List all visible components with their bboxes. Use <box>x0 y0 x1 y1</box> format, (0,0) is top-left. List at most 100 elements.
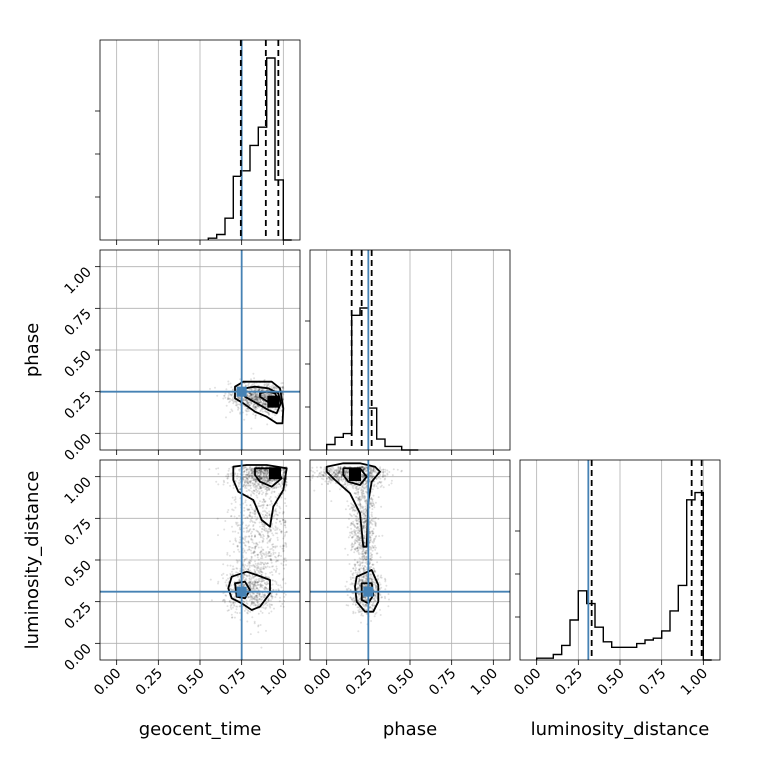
sample-point <box>258 485 261 488</box>
sample-point <box>280 586 283 589</box>
sample-point <box>247 568 250 571</box>
sample-point <box>254 394 257 397</box>
sample-point <box>365 598 367 601</box>
sample-point <box>265 473 268 476</box>
sample-point <box>225 475 228 478</box>
sample-point <box>359 589 362 592</box>
sample-point <box>267 478 270 481</box>
sample-point <box>248 580 251 583</box>
sample-point <box>361 519 364 521</box>
sample-point <box>260 574 263 577</box>
sample-point <box>365 562 368 565</box>
sample-point <box>273 487 276 489</box>
sample-point <box>371 603 374 606</box>
sample-point <box>360 511 363 514</box>
sample-point <box>245 574 248 577</box>
sample-point <box>350 506 353 509</box>
sample-point <box>374 523 377 526</box>
sample-point <box>265 517 268 520</box>
sample-point <box>230 386 233 389</box>
sample-point <box>285 485 288 488</box>
sample-point <box>363 520 365 523</box>
sample-point <box>249 584 251 587</box>
sample-point <box>375 595 378 598</box>
sample-point <box>222 479 225 482</box>
sample-point <box>375 587 378 590</box>
sample-point <box>332 467 335 470</box>
sample-point <box>272 545 275 548</box>
sample-point <box>376 471 379 474</box>
sample-point <box>264 594 266 597</box>
sample-point <box>244 535 247 538</box>
sample-point <box>327 468 330 471</box>
sample-point <box>258 475 261 478</box>
sample-point <box>263 402 265 405</box>
sample-point <box>348 483 351 486</box>
sample-point <box>253 407 256 410</box>
sample-point <box>258 475 261 478</box>
sample-point <box>383 478 386 481</box>
sample-point <box>264 530 267 533</box>
sample-point <box>255 491 258 494</box>
sample-point <box>369 558 372 560</box>
sample-point <box>247 478 250 481</box>
sample-point <box>362 603 365 606</box>
sample-point <box>258 567 261 570</box>
sample-point <box>357 543 360 546</box>
sample-point <box>274 555 276 558</box>
sample-point <box>262 533 265 536</box>
sample-point <box>375 535 378 537</box>
sample-point <box>270 594 273 597</box>
sample-point <box>245 540 248 543</box>
sample-point <box>256 543 258 545</box>
sample-point <box>352 530 355 533</box>
sample-point <box>228 401 231 404</box>
sample-point <box>261 567 264 570</box>
sample-point <box>253 588 256 591</box>
sample-point <box>371 508 374 511</box>
sample-point <box>233 467 236 470</box>
sample-point <box>361 561 364 564</box>
sample-point <box>260 563 263 566</box>
sample-point <box>283 468 286 471</box>
sample-point <box>330 466 333 469</box>
sample-point <box>370 468 373 471</box>
sample-point <box>337 471 339 474</box>
sample-point <box>316 469 319 472</box>
sample-point <box>255 398 257 401</box>
sample-point <box>360 576 363 579</box>
sample-point <box>235 559 238 562</box>
sample-point <box>265 602 268 604</box>
sample-point <box>335 476 338 479</box>
sample-point <box>255 595 258 598</box>
sample-point <box>253 509 255 512</box>
sample-point <box>347 475 350 478</box>
sample-point <box>326 477 328 480</box>
sample-point <box>280 409 283 412</box>
sample-point <box>338 472 341 474</box>
sample-point <box>336 469 339 472</box>
sample-point <box>254 521 257 524</box>
sample-point <box>258 397 261 400</box>
sample-point <box>356 525 359 528</box>
sample-point <box>374 570 377 573</box>
sample-point <box>340 471 343 474</box>
sample-point <box>261 493 264 496</box>
sample-point <box>351 509 354 512</box>
sample-point <box>247 541 250 544</box>
sample-point <box>371 534 373 537</box>
sample-point <box>372 597 375 600</box>
sample-point <box>337 467 340 470</box>
sample-point <box>216 394 219 397</box>
sample-point <box>267 470 270 473</box>
sample-point <box>336 476 338 479</box>
sample-point <box>265 583 268 586</box>
sample-point <box>323 468 326 471</box>
sample-point <box>369 498 372 501</box>
sample-point <box>388 598 390 601</box>
sample-point <box>226 564 229 567</box>
sample-point <box>257 475 260 478</box>
sample-point <box>268 566 271 569</box>
sample-point <box>358 495 361 498</box>
sample-point <box>360 495 363 498</box>
